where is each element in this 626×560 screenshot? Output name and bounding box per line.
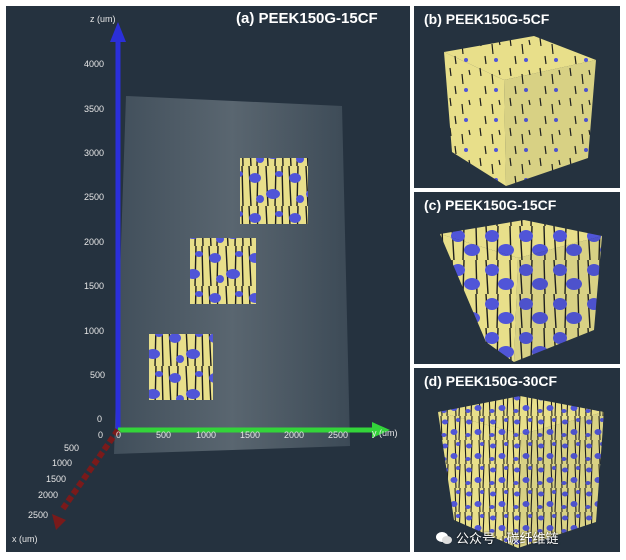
x-axis-line (59, 428, 121, 512)
y-tick: 0 (116, 430, 122, 440)
panel-b-title: (b) PEEK150G-5CF (424, 11, 550, 27)
cube-b-left (444, 52, 506, 186)
cube-b-top (444, 36, 596, 80)
x-tick: 1500 (46, 474, 67, 484)
panel-c: (c) PEEK150G-15CF (414, 192, 620, 364)
cube-b-right (504, 60, 596, 186)
x-axis-label: x (um) (12, 534, 38, 544)
cube-c-right (514, 236, 602, 362)
wechat-icon (436, 531, 452, 545)
watermark-text: 公众号 · 碳纤维链 (456, 531, 559, 546)
z-tick: 2000 (84, 237, 105, 247)
cube-d-top (438, 396, 604, 434)
y-tick: 1500 (240, 430, 261, 440)
z-tick: 2500 (84, 192, 105, 202)
cube-c-graphic (440, 220, 602, 362)
y-axis-arrow (372, 422, 390, 438)
y-tick: 1000 (196, 430, 217, 440)
z-axis-label: z (um) (90, 14, 116, 24)
panel-c-title: (c) PEEK150G-15CF (424, 197, 557, 213)
panel-d: (d) PEEK150G-30CF (414, 368, 620, 552)
x-tick: 1000 (52, 458, 73, 468)
cube-c-top (440, 220, 602, 258)
cube-d-left (438, 412, 522, 548)
z-axis-arrow (110, 22, 126, 42)
z-tick: 500 (90, 370, 106, 380)
x-tick: 500 (64, 443, 80, 453)
cube-mid (190, 238, 256, 304)
z-tick: 3500 (84, 104, 105, 114)
x-tick: 0 (98, 430, 104, 440)
x-tick: 2000 (38, 490, 59, 500)
cube-d-graphic (438, 396, 604, 548)
y-axis-label: y (um) (372, 428, 398, 438)
cube-c-left (440, 234, 518, 362)
panel-a: (a) PEEK150G-15CF z (um) y (um) x (um) 4… (6, 6, 410, 552)
z-tick: 0 (97, 414, 103, 424)
y-tick: 500 (156, 430, 172, 440)
panel-a-graphic (52, 22, 390, 530)
y-tick: 2500 (328, 430, 349, 440)
z-tick: 1500 (84, 281, 105, 291)
watermark: 公众号 · 碳纤维链 (436, 528, 559, 547)
panel-a-title: (a) PEEK150G-15CF (236, 10, 378, 27)
panel-d-title: (d) PEEK150G-30CF (424, 373, 558, 389)
panel-b: (b) PEEK150G-5CF (414, 6, 620, 188)
cube-top (240, 158, 308, 224)
cube-d-right (518, 412, 604, 548)
z-tick: 1000 (84, 326, 105, 336)
cube-b-graphic (444, 36, 596, 186)
cube-low (149, 334, 213, 400)
x-tick: 2500 (28, 510, 49, 520)
y-tick: 2000 (284, 430, 305, 440)
x-axis-arrow (52, 514, 66, 530)
z-tick: 4000 (84, 59, 105, 69)
z-tick: 3000 (84, 148, 105, 158)
